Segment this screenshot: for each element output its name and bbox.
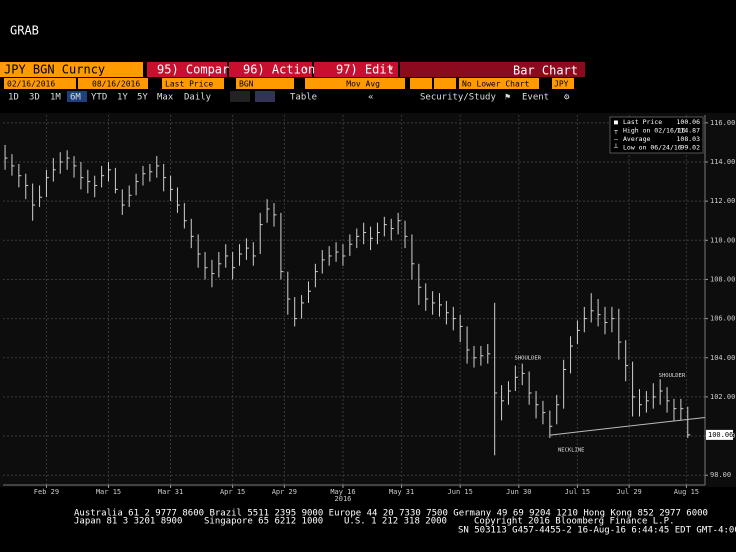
field-select[interactable] <box>162 78 224 89</box>
edit-button[interactable] <box>314 62 398 77</box>
x-year-label: 2016 <box>335 495 352 503</box>
legend-icon: ■ <box>614 118 618 126</box>
dropdown-arrow: ▾ <box>389 65 393 73</box>
field-text[interactable]: Last Price <box>165 80 213 89</box>
plot: 98.00100.00102.00104.00106.00108.00110.0… <box>3 115 735 503</box>
y-tick-label: 106.00 <box>710 315 735 323</box>
period-button[interactable]: 1Y <box>117 93 128 103</box>
period-button[interactable]: 3D <box>29 93 40 103</box>
period-button[interactable]: Max <box>157 93 174 103</box>
legend-value: 114.87 <box>677 127 701 135</box>
x-tick-label: Mar 15 <box>96 488 121 496</box>
legend-icon: ┬ <box>613 127 618 135</box>
annotation: NECKLINE <box>558 447 585 453</box>
security-study-button[interactable]: Security/Study <box>420 93 496 103</box>
legend-value: 108.03 <box>677 135 701 143</box>
study-field[interactable] <box>305 78 405 89</box>
footer-text: Copyright 2016 Bloomberg Finance L.P. <box>474 517 674 527</box>
period-button[interactable]: 1M <box>50 93 61 103</box>
security-text[interactable]: JPY BGN Curncy <box>4 63 105 77</box>
flag-icon[interactable]: ⚑ <box>505 93 510 103</box>
start-date-field[interactable] <box>4 78 76 89</box>
legend-label: Average <box>623 135 650 143</box>
x-tick-label: May 31 <box>389 488 414 496</box>
x-tick-label: May 16 <box>330 488 355 496</box>
chart-area <box>0 113 736 487</box>
legend-label: Low on 06/24/16 <box>623 144 682 152</box>
period-selected <box>67 91 87 102</box>
settings-icon[interactable]: ⚙ <box>563 93 570 103</box>
legend-value: 99.02 <box>680 144 700 152</box>
back-button[interactable]: « <box>368 93 373 103</box>
table-button[interactable]: Table <box>290 93 317 103</box>
security-field[interactable] <box>0 62 143 77</box>
dropdown-arrow: ▾ <box>304 65 308 73</box>
footer-text: U.S. 1 212 318 2000 <box>344 517 447 527</box>
x-tick-label: Jul 29 <box>616 488 641 496</box>
period-button[interactable]: 5Y <box>137 93 148 103</box>
currency-field[interactable] <box>552 78 574 89</box>
x-tick-label: Apr 29 <box>272 488 297 496</box>
compare-text[interactable]: 95) Compare <box>157 63 236 77</box>
y-tick-label: 108.00 <box>710 275 735 283</box>
source-text[interactable]: BGN <box>239 80 254 89</box>
y-tick-label: 116.00 <box>710 119 735 127</box>
period-buttons: 1D 3D 1M 6M YTD 1Y 5Y Max <box>8 91 174 103</box>
legend-icon: — <box>614 135 618 143</box>
footer-text: Singapore 65 6212 1000 <box>204 517 323 527</box>
x-tick-label: Jun 15 <box>448 488 473 496</box>
end-date[interactable]: 08/16/2016 <box>92 80 140 89</box>
legend-label: Last Price <box>623 118 662 126</box>
x-tick-label: Apr 15 <box>220 488 245 496</box>
x-tick-label: Jun 30 <box>506 488 531 496</box>
neckline <box>549 416 706 436</box>
y-tick-label: 110.00 <box>710 236 735 244</box>
end-date-field[interactable] <box>78 78 148 89</box>
annotation: SHOULDER <box>515 355 542 361</box>
y-tick-label: 102.00 <box>710 393 735 401</box>
legend-box <box>609 116 704 154</box>
lower-chart-text[interactable]: No Lower Chart <box>462 80 530 89</box>
period-button[interactable]: YTD <box>91 93 107 103</box>
compare-button[interactable] <box>147 62 227 77</box>
actions-text[interactable]: 96) Actions <box>243 63 322 77</box>
source-field[interactable] <box>236 78 294 89</box>
footer-text: Australia 61 2 9777 8600 Brazil 5511 239… <box>74 509 708 519</box>
legend-value: 100.06 <box>677 118 701 126</box>
footer-text: SN 503113 G457-4455-2 16-Aug-16 6:44:45 … <box>458 526 736 536</box>
annotation: SHOULDER <box>659 373 686 379</box>
period-button[interactable]: 6M <box>70 93 81 103</box>
x-tick-label: Aug 15 <box>674 488 699 496</box>
last-price-box <box>706 429 733 440</box>
actions-button[interactable] <box>229 62 312 77</box>
study-text[interactable]: Mov Avg <box>346 80 380 89</box>
currency-text[interactable]: JPY <box>554 80 569 89</box>
y-tick-label: 114.00 <box>710 158 735 166</box>
y-tick-label: 104.00 <box>710 354 735 362</box>
chart-icon[interactable] <box>230 91 250 102</box>
legend-icon: ┴ <box>613 143 618 152</box>
chart-type-bar <box>400 62 585 77</box>
x-tick-label: Mar 31 <box>158 488 183 496</box>
lower-chart-field[interactable] <box>459 78 539 89</box>
study-param[interactable] <box>410 78 432 89</box>
period-button[interactable]: 1D <box>8 93 19 103</box>
study-param[interactable] <box>434 78 456 89</box>
start-date[interactable]: 02/16/2016 <box>7 80 55 89</box>
edit-text[interactable]: 97) Edit <box>336 63 394 77</box>
x-tick-label: Jul 15 <box>565 488 590 496</box>
x-tick-label: Feb 29 <box>34 488 59 496</box>
frequency[interactable]: Daily <box>184 93 212 103</box>
footer-text: Japan 81 3 3201 8900 <box>74 517 182 527</box>
y-tick-label: 98.00 <box>710 471 731 479</box>
event-button[interactable]: Event <box>522 93 549 103</box>
chart-icon[interactable] <box>255 91 275 102</box>
legend-label: High on 02/16/16 <box>623 127 686 135</box>
y-tick-label: 112.00 <box>710 197 735 205</box>
chart-type-text: Bar Chart <box>513 64 578 78</box>
last-price-label: 100.06 <box>708 431 733 439</box>
window-title: GRAB <box>10 24 39 38</box>
